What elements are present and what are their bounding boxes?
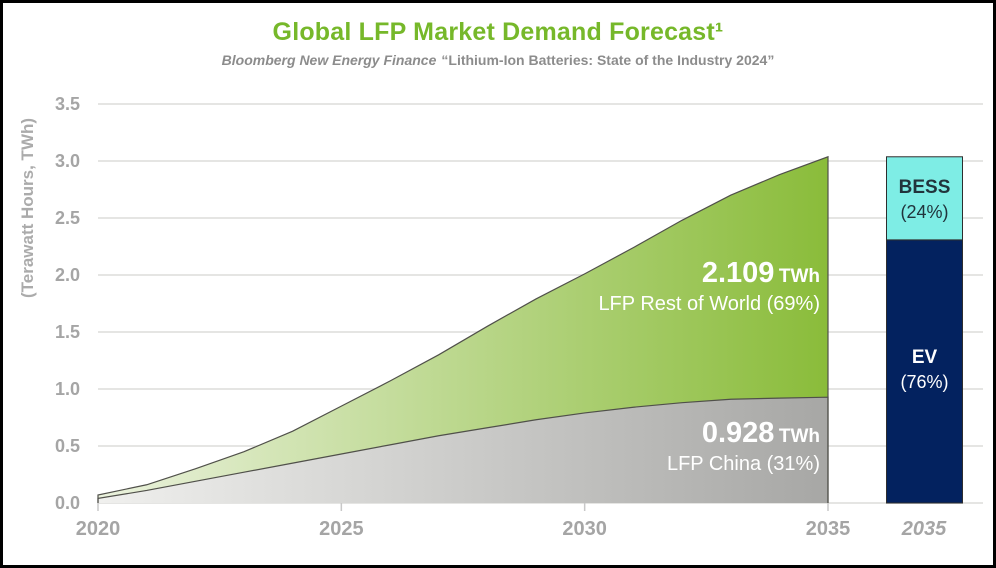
china-unit: TWh (778, 426, 820, 447)
y-tick-label: 0.5 (54, 436, 80, 456)
row-unit: TWh (778, 266, 820, 287)
bess-name: BESS (898, 177, 951, 198)
chart-subtitle: Bloomberg New Energy Finance “Lithium-Ion… (0, 52, 996, 68)
y-tick-label: 2.0 (54, 265, 80, 285)
bar-segment-label-bess: BESS (24%) (886, 175, 963, 224)
y-tick-label: 3.0 (54, 151, 80, 171)
bar-segment-bess (886, 156, 963, 241)
ev-name: EV (911, 347, 938, 368)
y-tick-label: 0.0 (54, 493, 80, 513)
outline-total (97, 155, 829, 503)
china-value: 0.928 (701, 417, 775, 449)
x-tick-label: 2030 (562, 518, 607, 540)
bess-percent: (24%) (900, 202, 949, 222)
annotation-lfp-china: 0.928 TWh LFP China (31%) (667, 416, 820, 478)
annotation-lfp-rest-of-world: 2.109 TWh LFP Rest of World (69%) (598, 256, 820, 318)
bar-segment-label-ev: EV (76%) (886, 345, 963, 394)
chart-title: Global LFP Market Demand Forecast¹ (272, 18, 724, 46)
china-label: LFP China (31%) (666, 453, 820, 475)
y-tick-label: 1.5 (54, 322, 80, 342)
y-tick-label: 2.5 (54, 208, 80, 228)
x-tick-label: 2020 (75, 518, 121, 540)
x-tick-label: 2025 (319, 518, 364, 540)
subtitle-report: “Lithium-Ion Batteries: State of the Ind… (441, 52, 775, 68)
area-lfp-china (98, 397, 828, 503)
outline-china (97, 396, 829, 503)
x-tick-label: 2035 (805, 518, 851, 540)
row-label: LFP Rest of World (69%) (598, 293, 820, 315)
y-tick-label: 3.5 (54, 94, 80, 114)
row-value: 2.109 (701, 257, 775, 289)
subtitle-source: Bloomberg New Energy Finance (221, 52, 437, 68)
bar-year-label: 2035 (901, 518, 947, 540)
ev-percent: (76%) (900, 372, 949, 392)
y-tick-label: 1.0 (54, 379, 80, 399)
